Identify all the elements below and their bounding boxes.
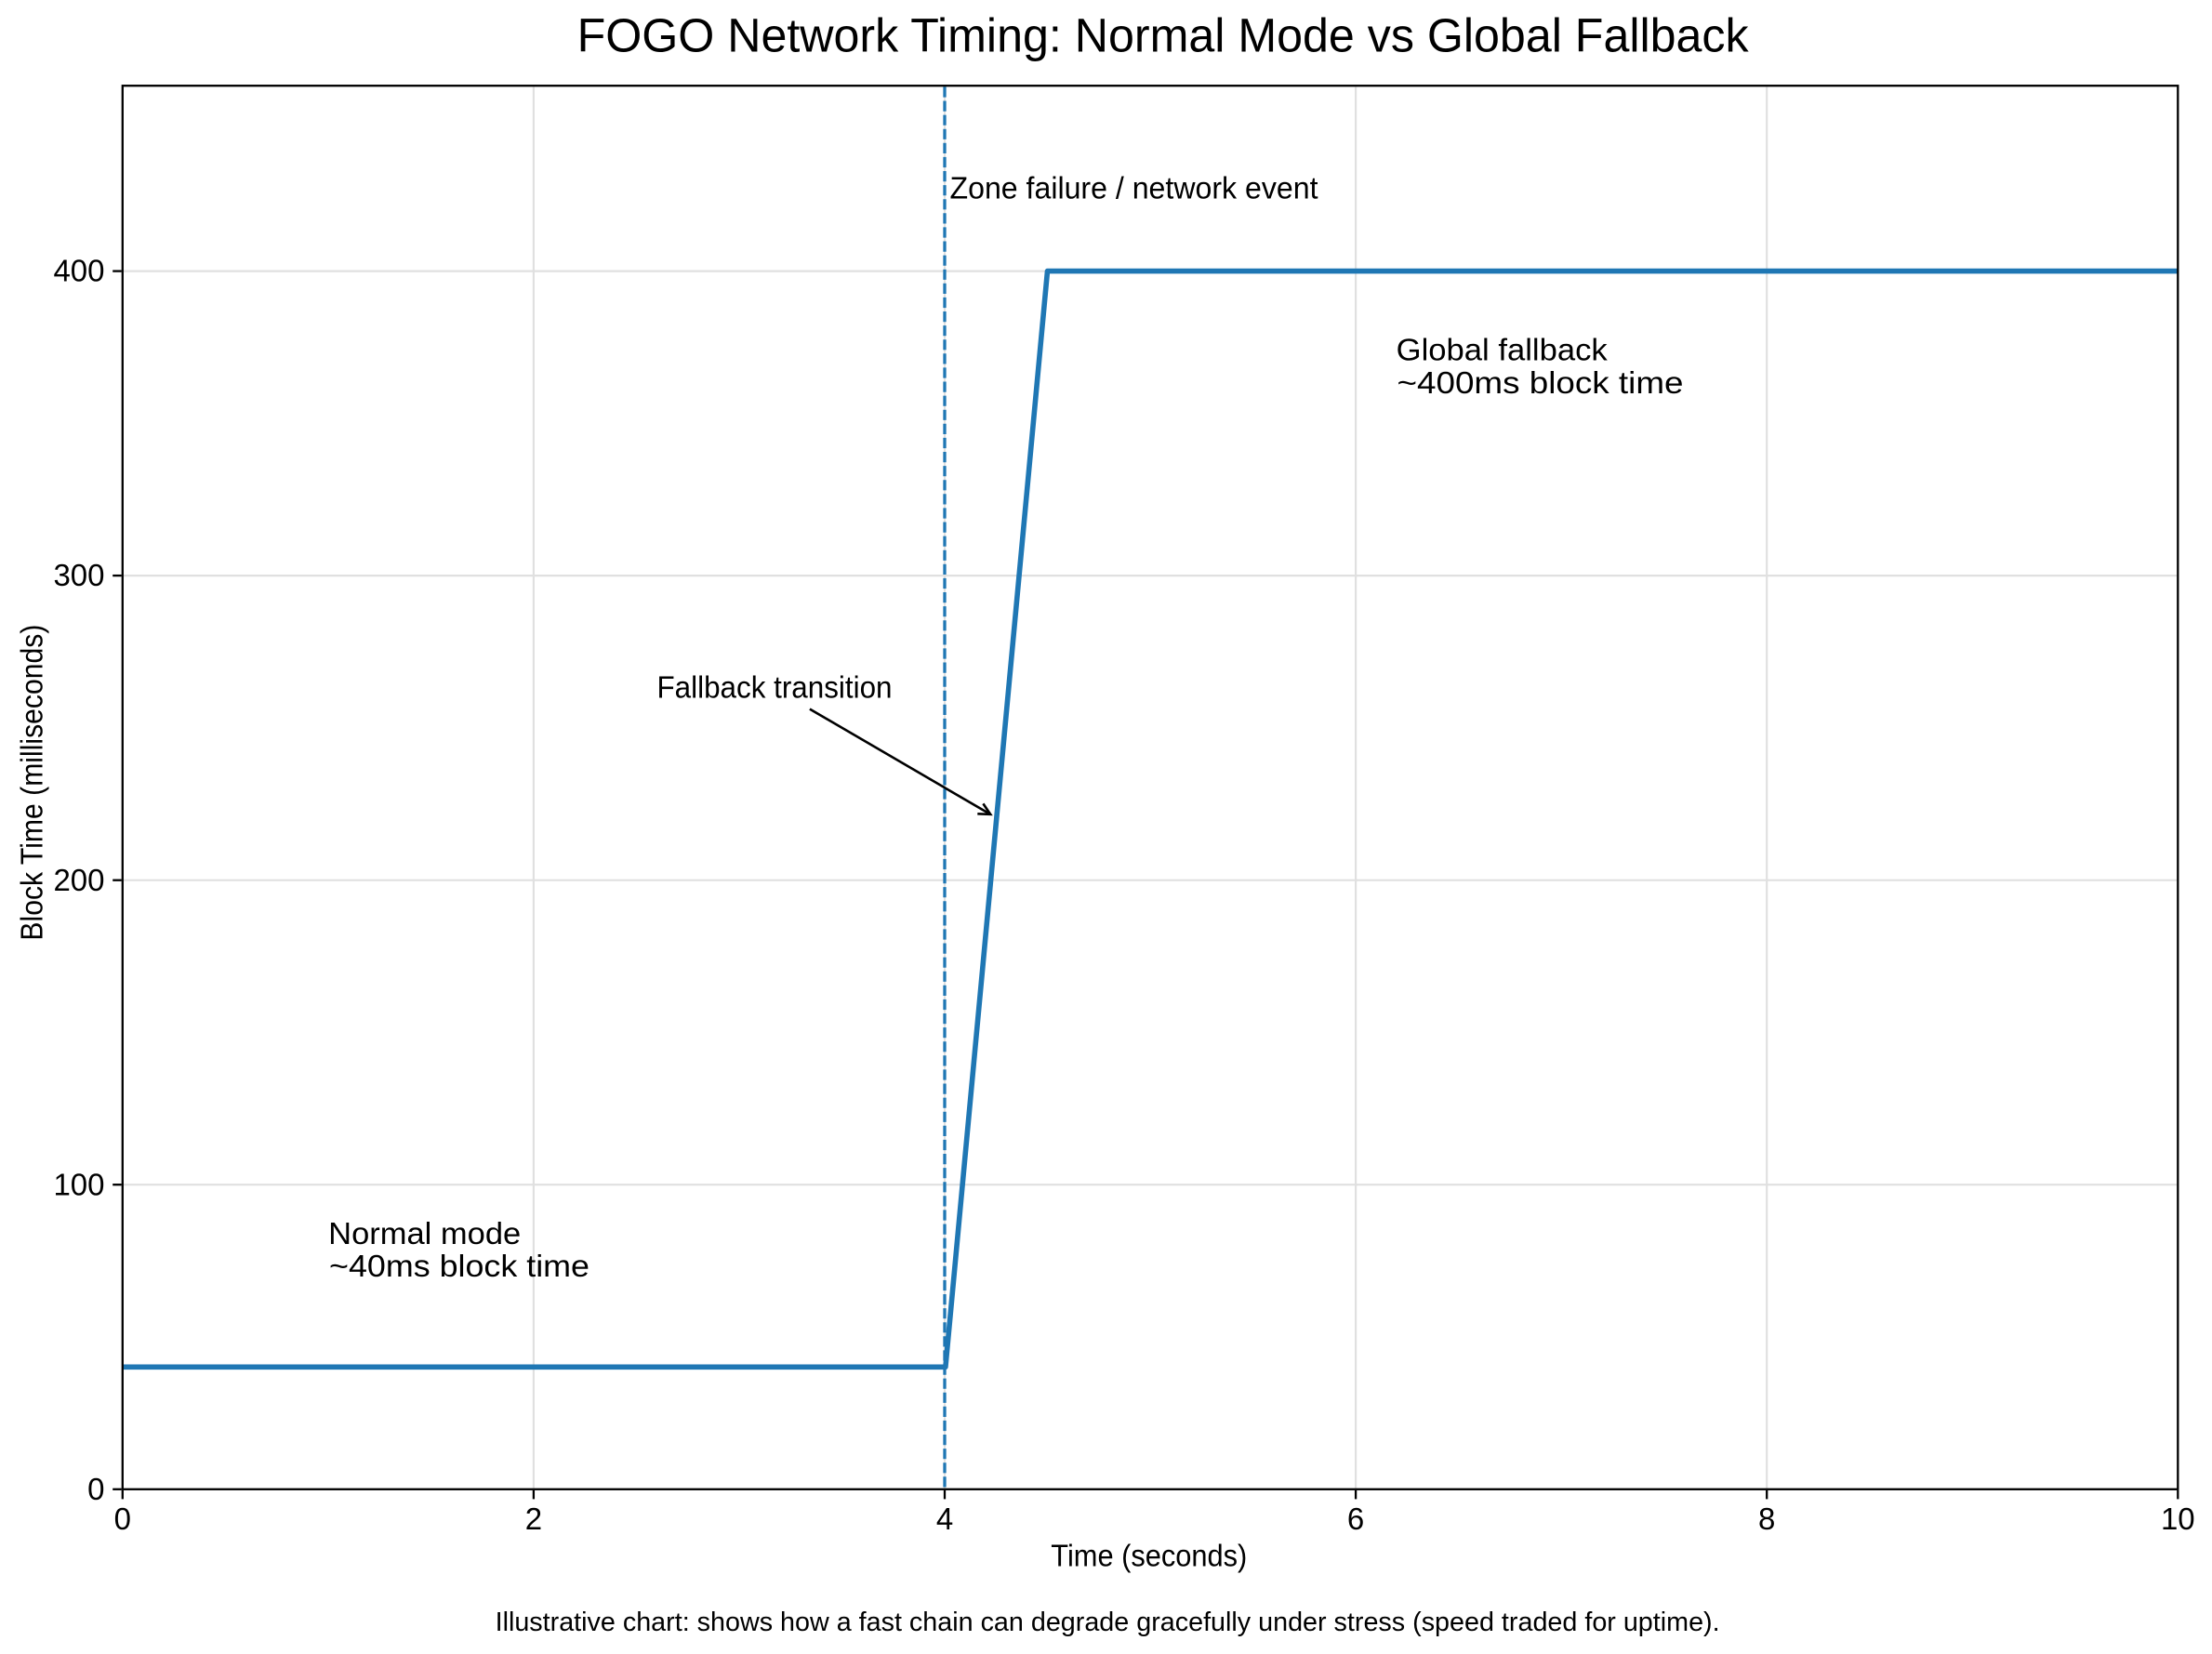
svg-text:0: 0 — [87, 1472, 104, 1506]
svg-text:Global fallback: Global fallback — [1397, 333, 1608, 367]
svg-text:400: 400 — [53, 254, 104, 288]
svg-text:Fallback transition: Fallback transition — [657, 670, 893, 705]
svg-text:Block Time (milliseconds): Block Time (milliseconds) — [15, 625, 49, 941]
svg-text:300: 300 — [53, 558, 104, 592]
svg-text:200: 200 — [53, 863, 104, 897]
svg-text:4: 4 — [936, 1502, 953, 1536]
svg-text:10: 10 — [2161, 1502, 2195, 1536]
svg-text:FOGO Network Timing: Normal Mo: FOGO Network Timing: Normal Mode vs Glob… — [577, 8, 1750, 61]
svg-text:Illustrative chart: shows how: Illustrative chart: shows how a fast cha… — [496, 1608, 1720, 1637]
svg-text:0: 0 — [114, 1502, 131, 1536]
svg-text:Zone failure / network event: Zone failure / network event — [950, 172, 1319, 206]
svg-text:Time (seconds): Time (seconds) — [1051, 1539, 1247, 1573]
svg-text:2: 2 — [525, 1502, 542, 1536]
svg-text:~40ms block time: ~40ms block time — [329, 1250, 589, 1284]
svg-text:100: 100 — [53, 1167, 104, 1201]
svg-text:~400ms block time: ~400ms block time — [1397, 366, 1684, 401]
svg-text:Normal mode: Normal mode — [328, 1217, 521, 1251]
svg-text:6: 6 — [1347, 1502, 1364, 1536]
svg-text:8: 8 — [1758, 1502, 1775, 1536]
